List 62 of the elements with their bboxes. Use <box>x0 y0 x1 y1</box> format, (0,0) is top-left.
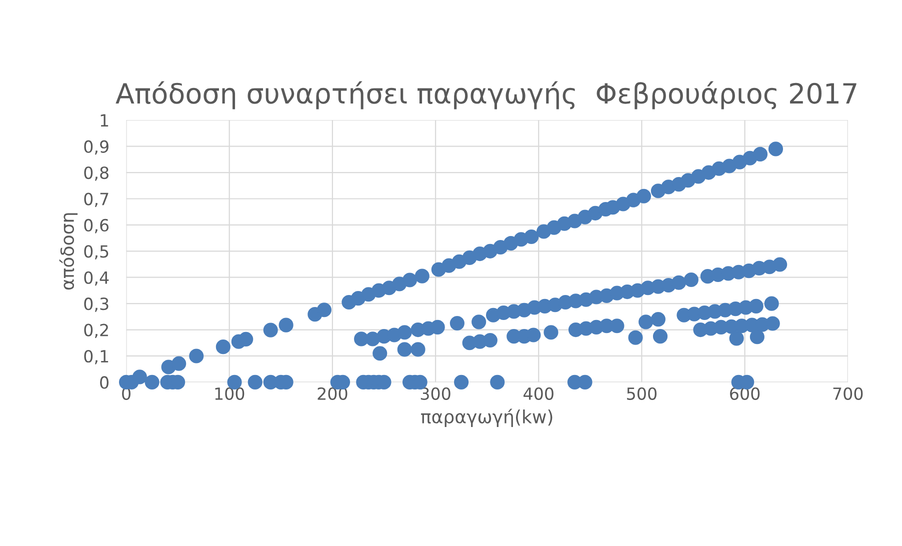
point <box>544 325 558 340</box>
point <box>610 318 624 334</box>
point <box>263 322 278 338</box>
x-tick-label: 400 <box>524 387 554 400</box>
point <box>278 318 294 332</box>
point <box>750 330 764 344</box>
point <box>397 325 412 340</box>
y-tick-label: 0,5 <box>84 245 108 260</box>
x-tick-label: 300 <box>420 387 450 400</box>
y-tick-label: 0,1 <box>84 350 108 364</box>
point <box>684 272 698 288</box>
point <box>764 296 779 311</box>
point <box>430 320 445 334</box>
y-tick-label: 0,6 <box>84 218 109 234</box>
y-tick-label: 0,8 <box>84 166 108 181</box>
x-tick-label: 700 <box>833 387 863 400</box>
point <box>628 330 643 345</box>
point <box>748 298 764 314</box>
point <box>672 275 686 290</box>
point <box>144 374 160 390</box>
point <box>752 146 768 162</box>
y-tick-label: 0,7 <box>84 192 108 208</box>
point <box>578 374 592 390</box>
point <box>365 332 380 346</box>
y-tick-label: 0,3 <box>84 298 108 312</box>
point <box>216 340 230 354</box>
x-tick-label: 100 <box>215 387 244 400</box>
x-axis-title: παραγωγή(kw) <box>421 408 552 427</box>
point <box>729 331 744 346</box>
point <box>482 332 498 348</box>
point <box>765 316 780 331</box>
y-axis-title: απόδοση <box>59 213 78 290</box>
point <box>189 348 204 364</box>
y-tick-label: 0,2 <box>84 324 108 338</box>
y-tick-label: 0 <box>100 376 109 389</box>
point <box>132 370 147 384</box>
y-tick-label: 0,4 <box>84 271 109 286</box>
point <box>172 356 186 371</box>
point <box>238 332 254 347</box>
point <box>450 316 464 331</box>
point <box>768 142 784 156</box>
point <box>248 374 262 390</box>
point <box>402 272 418 288</box>
point <box>650 312 666 327</box>
point <box>316 302 332 318</box>
point <box>652 329 668 344</box>
y-tick-label: 0,9 <box>84 140 108 155</box>
point <box>526 328 541 342</box>
point <box>397 342 412 357</box>
point <box>410 342 426 357</box>
point <box>454 374 469 390</box>
x-tick-label: 500 <box>627 387 657 400</box>
point <box>636 188 652 204</box>
point <box>524 229 539 244</box>
point <box>472 314 486 330</box>
y-tick-label: 1 <box>100 114 108 126</box>
point <box>372 346 388 361</box>
chart-title: Απόδοση συναρτήσει παραγωγής Φεβρουάριος 2017 <box>116 81 856 110</box>
point <box>638 314 654 330</box>
point <box>490 374 505 390</box>
point <box>772 257 788 272</box>
point <box>414 268 430 284</box>
